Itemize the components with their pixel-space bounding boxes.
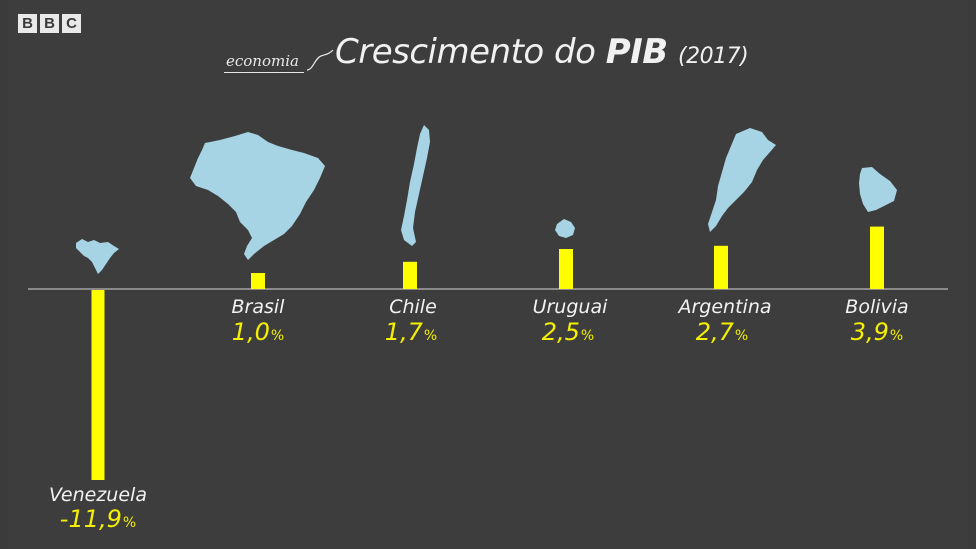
category-label-uruguai: Uruguai [532,296,608,318]
value-unit: % [889,328,904,344]
chile-map-icon [401,125,430,246]
brazil-map-icon [190,132,325,260]
category-label-brasil: Brasil [231,296,285,318]
bar-venezuela [91,290,105,480]
value-unit: % [122,515,137,531]
section-underline [224,72,304,73]
title-main: Crescimento do [335,32,596,72]
value-label-venezuela: -11,9% [23,505,173,533]
value-label-text: -11,9 [59,505,122,533]
category-label-chile: Chile [389,296,437,318]
value-unit: % [270,328,285,344]
uruguay-map-icon [555,219,575,238]
chart-frame [8,0,968,549]
section-tag: economia [226,52,299,70]
category-label-venezuela: Venezuela [49,484,147,506]
bar-chile [403,261,417,289]
value-label-chile: 1,7% [336,318,486,346]
bar-series [91,226,884,480]
bar-brasil [251,273,265,289]
value-unit: % [423,328,438,344]
value-label-bolivia: 3,9% [802,318,952,346]
value-unit: % [580,328,595,344]
value-label-text: 1,7 [384,318,423,346]
category-label-argentina: Argentina [678,296,772,318]
value-label-brasil: 1,0% [183,318,333,346]
argentina-map-icon [708,128,776,232]
value-unit: % [734,328,749,344]
bbc-logo: B B C [18,14,81,33]
bar-uruguai [559,249,573,289]
bar-bolivia [870,226,884,289]
value-label-uruguai: 2,5% [493,318,643,346]
bar-argentina [714,245,728,289]
category-label-bolivia: Bolivia [845,296,909,318]
value-label-argentina: 2,7% [647,318,797,346]
squiggle-icon [306,49,334,71]
chart-title: Crescimento do PIB (2017) [335,32,749,72]
value-label-text: 1,0 [231,318,270,346]
bbc-logo-letter: B [40,14,59,33]
value-label-text: 3,9 [850,318,889,346]
bbc-logo-letter: B [18,14,37,33]
title-year: (2017) [678,44,749,69]
bbc-logo-letter: C [62,14,81,33]
venezuela-map-icon [76,239,119,274]
bolivia-map-icon [859,167,897,212]
title-bold: PIB [605,32,668,72]
value-label-text: 2,7 [695,318,734,346]
chart-header: economia Crescimento do PIB (2017) [0,30,976,80]
value-label-text: 2,5 [541,318,580,346]
